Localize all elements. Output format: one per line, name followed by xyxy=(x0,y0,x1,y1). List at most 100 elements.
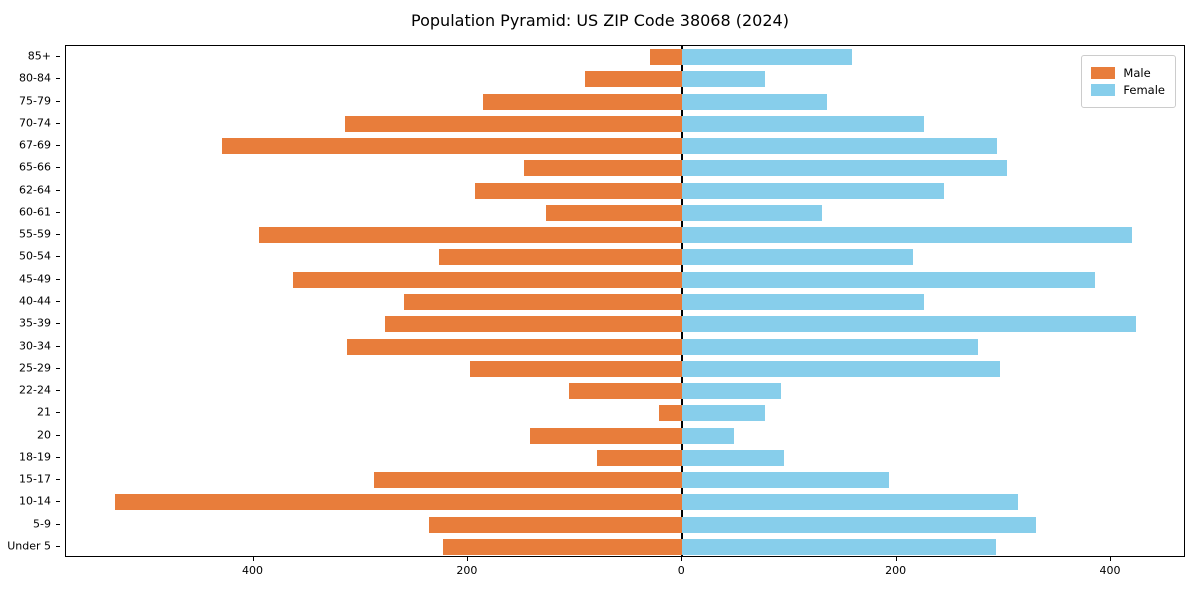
bar-male-22-24 xyxy=(568,383,683,400)
y-tick-label: 25-29 xyxy=(19,361,51,375)
y-tick-mark xyxy=(56,211,60,213)
bar-male-35-39 xyxy=(385,316,683,333)
bar-female-21 xyxy=(682,405,765,422)
bar-female-25-29 xyxy=(682,360,1000,377)
x-axis: 400 200 0 200 400 xyxy=(65,557,1185,587)
y-tick-label: 22-24 xyxy=(19,383,51,397)
y-tick-mark xyxy=(56,345,60,347)
y-tick-label: Under 5 xyxy=(7,539,51,553)
bar-female-40-44 xyxy=(682,294,925,310)
bar-male-under-5 xyxy=(443,538,683,555)
y-tick-mark xyxy=(56,301,60,302)
y-tick-label: 75-79 xyxy=(19,94,51,108)
y-tick-mark xyxy=(56,545,60,547)
y-tick-mark xyxy=(56,479,60,481)
bar-male-10-14 xyxy=(115,494,683,511)
x-tick-mark xyxy=(252,557,254,561)
y-tick-label: 65-66 xyxy=(19,160,51,174)
legend-label-female: Female xyxy=(1123,83,1165,97)
bar-female-5-9 xyxy=(682,516,1036,533)
bar-female-18-19 xyxy=(682,449,785,466)
x-tick-mark xyxy=(895,557,897,561)
chart-title: Population Pyramid: US ZIP Code 38068 (2… xyxy=(411,11,789,30)
bar-female-67-69 xyxy=(682,138,998,155)
y-tick-mark xyxy=(56,145,60,147)
y-tick-label: 21 xyxy=(37,405,51,419)
bar-male-20 xyxy=(530,427,683,444)
female-color-swatch xyxy=(1091,84,1116,96)
bar-male-65-66 xyxy=(523,160,683,177)
y-tick-mark xyxy=(56,56,60,58)
y-tick-mark xyxy=(56,456,60,458)
bar-female-under-5 xyxy=(682,538,997,555)
male-color-swatch xyxy=(1091,67,1116,79)
y-tick-label: 80-84 xyxy=(19,71,51,85)
bar-male-55-59 xyxy=(258,227,683,244)
bar-male-30-34 xyxy=(346,338,683,355)
y-tick-label: 70-74 xyxy=(19,116,51,130)
bar-male-21 xyxy=(658,405,683,422)
x-tick-label: 200 xyxy=(885,564,907,577)
y-tick-label: 10-14 xyxy=(19,494,51,508)
y-tick-label: 35-39 xyxy=(19,316,51,330)
y-tick-mark xyxy=(56,501,60,503)
bar-male-15-17 xyxy=(373,472,683,489)
bar-male-25-29 xyxy=(470,360,683,377)
y-tick-mark xyxy=(56,256,60,258)
y-tick-mark xyxy=(56,234,60,236)
y-tick-label: 60-61 xyxy=(19,205,51,219)
bar-male-67-69 xyxy=(222,138,683,155)
bar-male-75-79 xyxy=(482,93,683,110)
bar-male-40-44 xyxy=(403,294,683,310)
y-tick-mark xyxy=(56,523,60,525)
bar-female-35-39 xyxy=(682,316,1136,333)
bar-female-70-74 xyxy=(682,115,925,132)
bar-female-30-34 xyxy=(682,338,979,355)
y-tick-label: 18-19 xyxy=(19,450,51,464)
y-tick-label: 45-49 xyxy=(19,272,51,286)
bar-female-22-24 xyxy=(682,383,781,400)
y-tick-mark xyxy=(56,122,60,124)
y-tick-mark xyxy=(56,367,60,369)
bar-male-5-9 xyxy=(429,516,683,533)
y-tick-label: 30-34 xyxy=(19,339,51,353)
x-tick-mark xyxy=(681,557,683,561)
y-tick-label: 50-54 xyxy=(19,249,51,263)
y-tick-mark xyxy=(56,167,60,169)
bar-male-70-74 xyxy=(344,115,683,132)
x-tick-label: 400 xyxy=(1099,564,1121,577)
x-tick-label: 0 xyxy=(677,564,685,577)
bar-male-18-19 xyxy=(596,449,683,466)
bar-male-60-61 xyxy=(546,204,683,221)
legend-entry-female: Female xyxy=(1091,83,1165,97)
y-tick-mark xyxy=(56,100,60,102)
y-axis-labels: 85+ 80-84 75-79 70-74 67-69 65-66 62-64 60-61 55… xyxy=(0,45,60,557)
y-tick-mark xyxy=(56,189,60,191)
bar-male-85+ xyxy=(650,49,683,66)
bar-female-55-59 xyxy=(682,227,1133,244)
bar-male-80-84 xyxy=(584,71,683,88)
x-tick-mark xyxy=(1109,557,1111,561)
bar-male-45-49 xyxy=(293,271,683,288)
bar-female-85+ xyxy=(682,49,852,66)
bar-female-20 xyxy=(682,427,734,444)
legend-entry-male: Male xyxy=(1091,66,1165,80)
bar-female-62-64 xyxy=(682,182,944,199)
y-tick-label: 40-44 xyxy=(19,294,51,308)
bar-female-80-84 xyxy=(682,71,765,88)
y-tick-mark xyxy=(56,412,60,414)
y-tick-mark xyxy=(56,278,60,280)
y-tick-label: 15-17 xyxy=(19,472,51,486)
bar-male-50-54 xyxy=(438,249,683,266)
y-tick-label: 5-9 xyxy=(33,517,51,531)
bar-female-75-79 xyxy=(682,93,827,110)
bar-female-50-54 xyxy=(682,249,913,266)
x-tick-label: 400 xyxy=(242,564,264,577)
legend-label-male: Male xyxy=(1123,66,1151,80)
bar-female-10-14 xyxy=(682,494,1018,511)
x-tick-mark xyxy=(466,557,468,561)
bar-female-45-49 xyxy=(682,271,1095,288)
y-tick-mark xyxy=(56,434,60,436)
y-tick-label: 55-59 xyxy=(19,227,51,241)
y-tick-mark xyxy=(56,78,60,80)
